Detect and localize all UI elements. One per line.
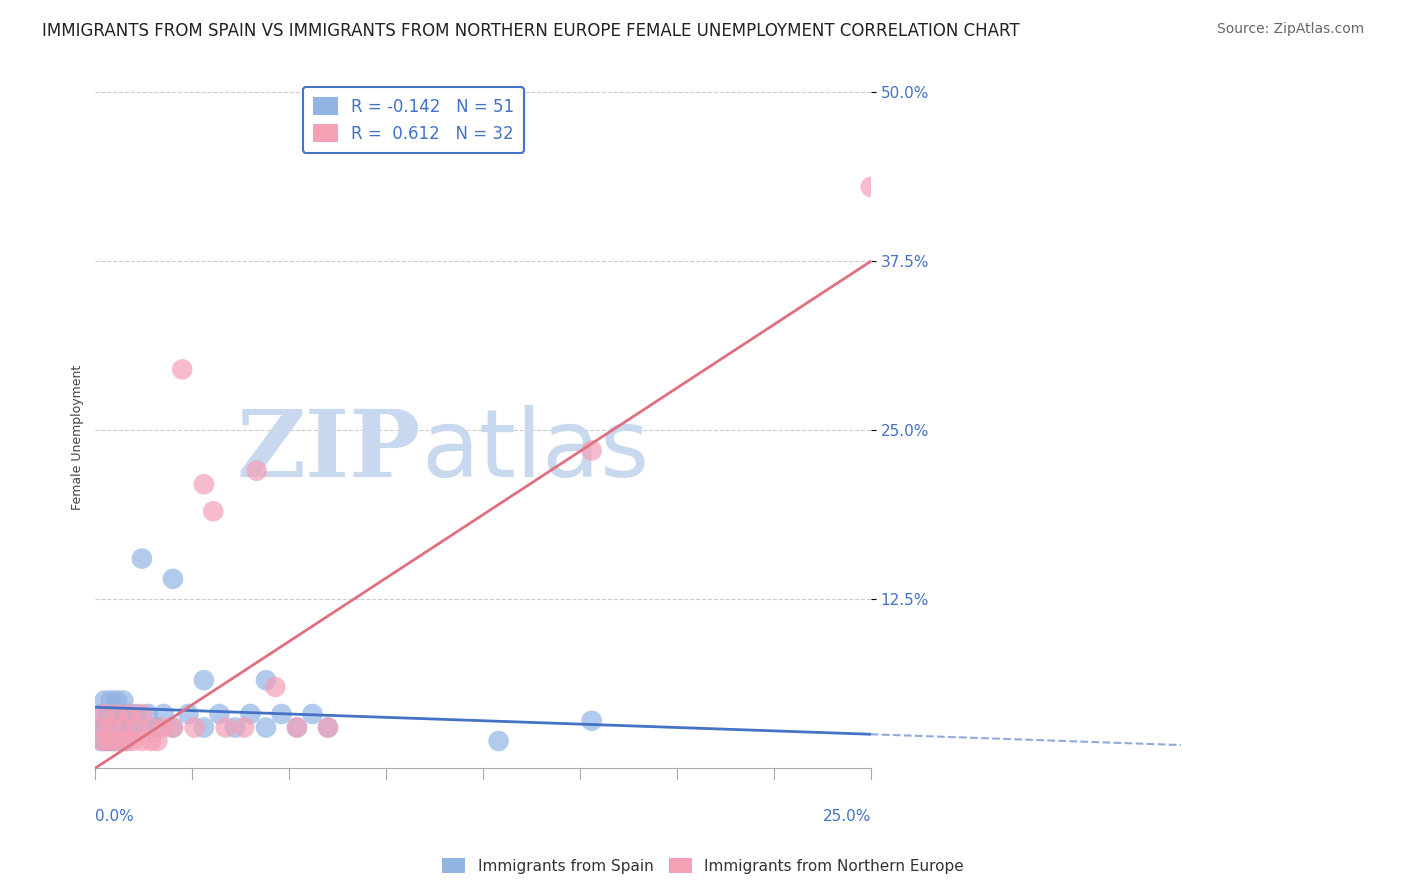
Point	[285, 721, 308, 735]
Point	[97, 721, 120, 735]
Point	[115, 734, 138, 748]
Text: IMMIGRANTS FROM SPAIN VS IMMIGRANTS FROM NORTHERN EUROPE FEMALE UNEMPLOYMENT COR: IMMIGRANTS FROM SPAIN VS IMMIGRANTS FROM…	[42, 22, 1019, 40]
Text: 25.0%: 25.0%	[823, 808, 870, 823]
Point	[90, 721, 112, 735]
Point	[131, 551, 153, 566]
Point	[581, 443, 603, 458]
Point	[105, 706, 128, 721]
Point	[264, 680, 287, 694]
Point	[97, 734, 120, 748]
Point	[233, 721, 256, 735]
Text: atlas: atlas	[420, 405, 650, 497]
Point	[90, 706, 112, 721]
Point	[193, 477, 215, 491]
Point	[100, 721, 122, 735]
Point	[131, 721, 153, 735]
Point	[100, 734, 122, 748]
Point	[146, 721, 169, 735]
Legend: R = -0.142   N = 51, R =  0.612   N = 32: R = -0.142 N = 51, R = 0.612 N = 32	[302, 87, 524, 153]
Point	[93, 734, 115, 748]
Text: ZIP: ZIP	[236, 406, 420, 496]
Point	[202, 504, 225, 518]
Point	[316, 721, 339, 735]
Point	[136, 706, 159, 721]
Point	[118, 706, 141, 721]
Point	[90, 721, 112, 735]
Point	[581, 714, 603, 728]
Point	[97, 706, 120, 721]
Point	[239, 706, 262, 721]
Point	[193, 721, 215, 735]
Point	[124, 721, 146, 735]
Point	[112, 734, 135, 748]
Point	[162, 721, 184, 735]
Point	[254, 721, 277, 735]
Point	[90, 734, 112, 748]
Point	[183, 721, 205, 735]
Point	[100, 721, 122, 735]
Point	[285, 721, 308, 735]
Point	[93, 706, 115, 721]
Text: Source: ZipAtlas.com: Source: ZipAtlas.com	[1216, 22, 1364, 37]
Point	[93, 693, 115, 707]
Point	[105, 721, 128, 735]
Point	[108, 734, 131, 748]
Point	[112, 693, 135, 707]
Point	[124, 706, 146, 721]
Point	[121, 734, 143, 748]
Point	[103, 721, 125, 735]
Point	[115, 721, 138, 735]
Point	[177, 706, 200, 721]
Point	[103, 734, 125, 748]
Legend: Immigrants from Spain, Immigrants from Northern Europe: Immigrants from Spain, Immigrants from N…	[436, 852, 970, 880]
Point	[103, 706, 125, 721]
Point	[131, 706, 153, 721]
Point	[112, 721, 135, 735]
Point	[488, 734, 510, 748]
Point	[141, 734, 163, 748]
Point	[224, 721, 246, 735]
Point	[254, 673, 277, 688]
Point	[146, 734, 169, 748]
Point	[270, 706, 292, 721]
Point	[105, 734, 128, 748]
Point	[859, 180, 882, 194]
Point	[316, 721, 339, 735]
Point	[301, 706, 323, 721]
Point	[152, 721, 174, 735]
Y-axis label: Female Unemployment: Female Unemployment	[72, 364, 84, 509]
Point	[172, 362, 194, 376]
Point	[115, 706, 138, 721]
Point	[90, 734, 112, 748]
Point	[131, 734, 153, 748]
Point	[112, 721, 135, 735]
Point	[214, 721, 236, 735]
Text: 0.0%: 0.0%	[96, 808, 134, 823]
Point	[152, 706, 174, 721]
Point	[118, 706, 141, 721]
Point	[162, 572, 184, 586]
Point	[162, 721, 184, 735]
Point	[193, 673, 215, 688]
Point	[115, 734, 138, 748]
Point	[108, 721, 131, 735]
Point	[121, 721, 143, 735]
Point	[108, 734, 131, 748]
Point	[100, 693, 122, 707]
Point	[246, 464, 269, 478]
Point	[103, 734, 125, 748]
Point	[208, 706, 231, 721]
Point	[93, 721, 115, 735]
Point	[97, 734, 120, 748]
Point	[105, 693, 128, 707]
Point	[108, 706, 131, 721]
Point	[141, 721, 163, 735]
